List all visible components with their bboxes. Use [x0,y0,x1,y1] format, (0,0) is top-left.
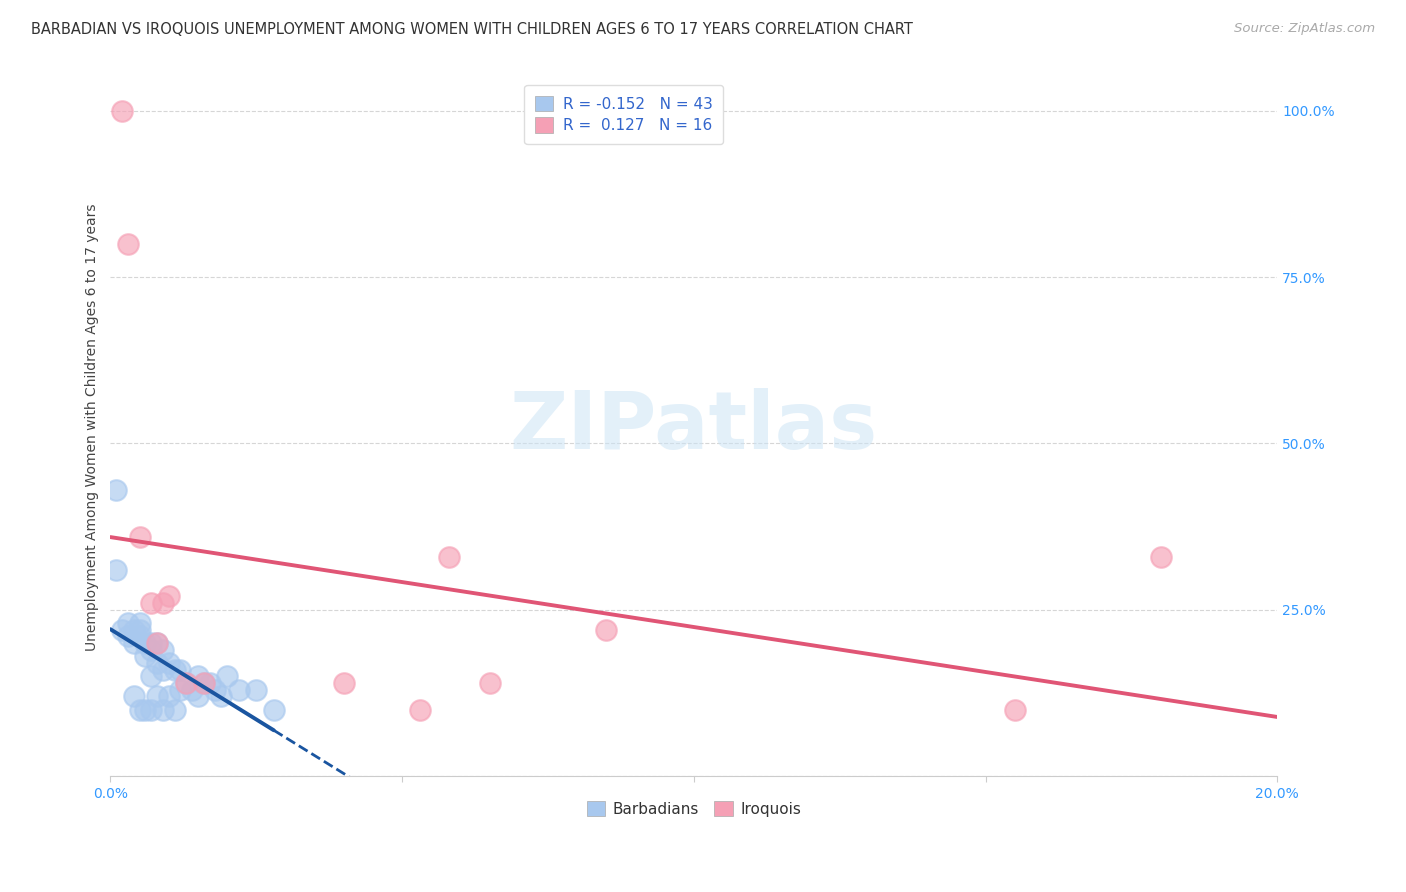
Point [437,549,460,564]
Point [333,676,356,690]
Point [157,656,180,670]
Point [163,703,186,717]
Point [1149,549,1171,564]
Point [193,676,215,690]
Point [595,623,617,637]
Point [152,596,174,610]
Point [187,669,209,683]
Point [141,596,163,610]
Point [128,703,150,717]
Point [117,236,139,251]
Point [181,682,204,697]
Point [128,623,150,637]
Point [134,636,156,650]
Point [146,636,169,650]
Point [134,649,156,664]
Point [128,530,150,544]
Text: Source: ZipAtlas.com: Source: ZipAtlas.com [1234,22,1375,36]
Point [105,563,128,577]
Point [187,690,209,704]
Point [209,690,232,704]
Point [111,623,134,637]
Y-axis label: Unemployment Among Women with Children Ages 6 to 17 years: Unemployment Among Women with Children A… [86,203,100,650]
Point [152,642,174,657]
Point [169,682,191,697]
Point [174,676,197,690]
Point [217,669,239,683]
Point [204,682,226,697]
Legend: Barbadians, Iroquois: Barbadians, Iroquois [579,793,808,824]
Point [152,663,174,677]
Text: BARBADIAN VS IROQUOIS UNEMPLOYMENT AMONG WOMEN WITH CHILDREN AGES 6 TO 17 YEARS : BARBADIAN VS IROQUOIS UNEMPLOYMENT AMONG… [31,22,912,37]
Point [146,656,169,670]
Point [122,623,145,637]
Point [128,616,150,631]
Point [228,682,250,697]
Point [193,676,215,690]
Point [245,682,267,697]
Point [141,642,163,657]
Point [122,690,145,704]
Point [157,590,180,604]
Point [157,690,180,704]
Point [111,103,134,118]
Point [198,676,221,690]
Point [152,703,174,717]
Point [408,703,430,717]
Point [117,616,139,631]
Point [163,663,186,677]
Point [174,676,197,690]
Point [146,636,169,650]
Point [263,703,285,717]
Point [478,676,501,690]
Point [141,636,163,650]
Point [134,703,156,717]
Point [122,636,145,650]
Point [141,703,163,717]
Point [141,669,163,683]
Point [169,663,191,677]
Point [1004,703,1026,717]
Point [146,690,169,704]
Text: ZIPatlas: ZIPatlas [510,388,877,466]
Point [105,483,128,497]
Point [128,629,150,643]
Point [117,629,139,643]
